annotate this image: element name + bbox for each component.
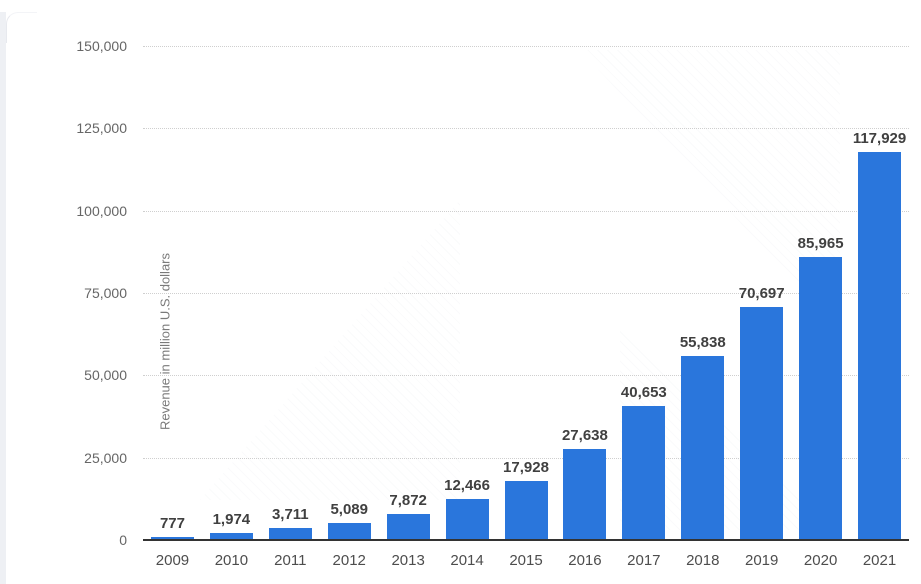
bar-2014[interactable] (445, 499, 489, 540)
bar-2017[interactable] (622, 406, 666, 540)
bar-value-label: 1,974 (212, 511, 251, 528)
y-tick-label: 25,000 (84, 449, 127, 466)
bar-2012[interactable] (327, 523, 371, 540)
y-axis-title: Revenue in million U.S. dollars (157, 252, 173, 431)
x-tick-label: 2009 (155, 552, 190, 569)
x-tick-label: 2017 (627, 552, 661, 569)
x-tick-label: 2014 (450, 552, 484, 569)
gridline (143, 293, 909, 294)
bar-2020[interactable] (799, 257, 843, 540)
y-tick-label: 75,000 (84, 285, 127, 301)
x-tick-label: 2013 (391, 552, 425, 569)
x-axis-line (143, 539, 909, 541)
bar-value-label: 27,638 (561, 427, 608, 444)
x-tick-label: 2018 (686, 552, 720, 569)
plot-area: 777 1,974 3,711 5,089 7,872 12,466 17,928 27,63… (143, 46, 909, 541)
x-tick-label: 2011 (274, 552, 307, 569)
x-tick-label: 2019 (745, 552, 779, 569)
bar-value-label: 117,929 (852, 130, 907, 147)
gridline (143, 375, 909, 377)
x-tick-label: 2016 (568, 552, 602, 569)
y-tick-label: 0 (119, 532, 127, 548)
gridline (143, 210, 909, 212)
gridline (143, 128, 909, 130)
x-tick-label: 2015 (509, 552, 543, 569)
x-tick-label: 2021 (862, 552, 897, 569)
y-tick-label: 125,000 (76, 120, 127, 137)
bar-2011[interactable] (268, 528, 312, 540)
bar-value-label: 55,838 (679, 334, 726, 351)
y-tick-label: 100,000 (76, 202, 127, 219)
bar-value-label: 40,653 (620, 384, 667, 401)
card-rounded-corner (6, 12, 37, 43)
bar-value-label: 70,697 (738, 285, 785, 302)
gridline (143, 46, 909, 47)
x-tick-label: 2020 (803, 552, 838, 569)
bar-2021[interactable] (858, 152, 902, 540)
bar-value-label: 777 (159, 515, 185, 532)
bar-value-label: 85,965 (797, 235, 844, 252)
x-tick-label: 2010 (214, 552, 249, 569)
bar-2009[interactable] (150, 537, 194, 540)
y-tick-label: 50,000 (84, 367, 127, 384)
bar-value-label: 5,089 (330, 501, 368, 518)
bar-2010[interactable] (209, 533, 253, 540)
bar-2018[interactable] (681, 356, 725, 540)
bar-value-label: 12,466 (444, 477, 490, 494)
bar-2015[interactable] (504, 481, 548, 540)
bar-value-label: 3,711 (271, 506, 309, 523)
page-edge-strip (0, 12, 6, 584)
y-tick-label: 150,000 (76, 38, 127, 54)
x-tick-label: 2012 (332, 552, 366, 569)
bar-value-label: 7,872 (389, 492, 427, 509)
bar-2013[interactable] (386, 514, 430, 540)
bar-value-label: 17,928 (503, 459, 549, 476)
gridline (143, 457, 909, 459)
bar-2019[interactable] (740, 307, 784, 540)
bar-2016[interactable] (563, 449, 607, 540)
